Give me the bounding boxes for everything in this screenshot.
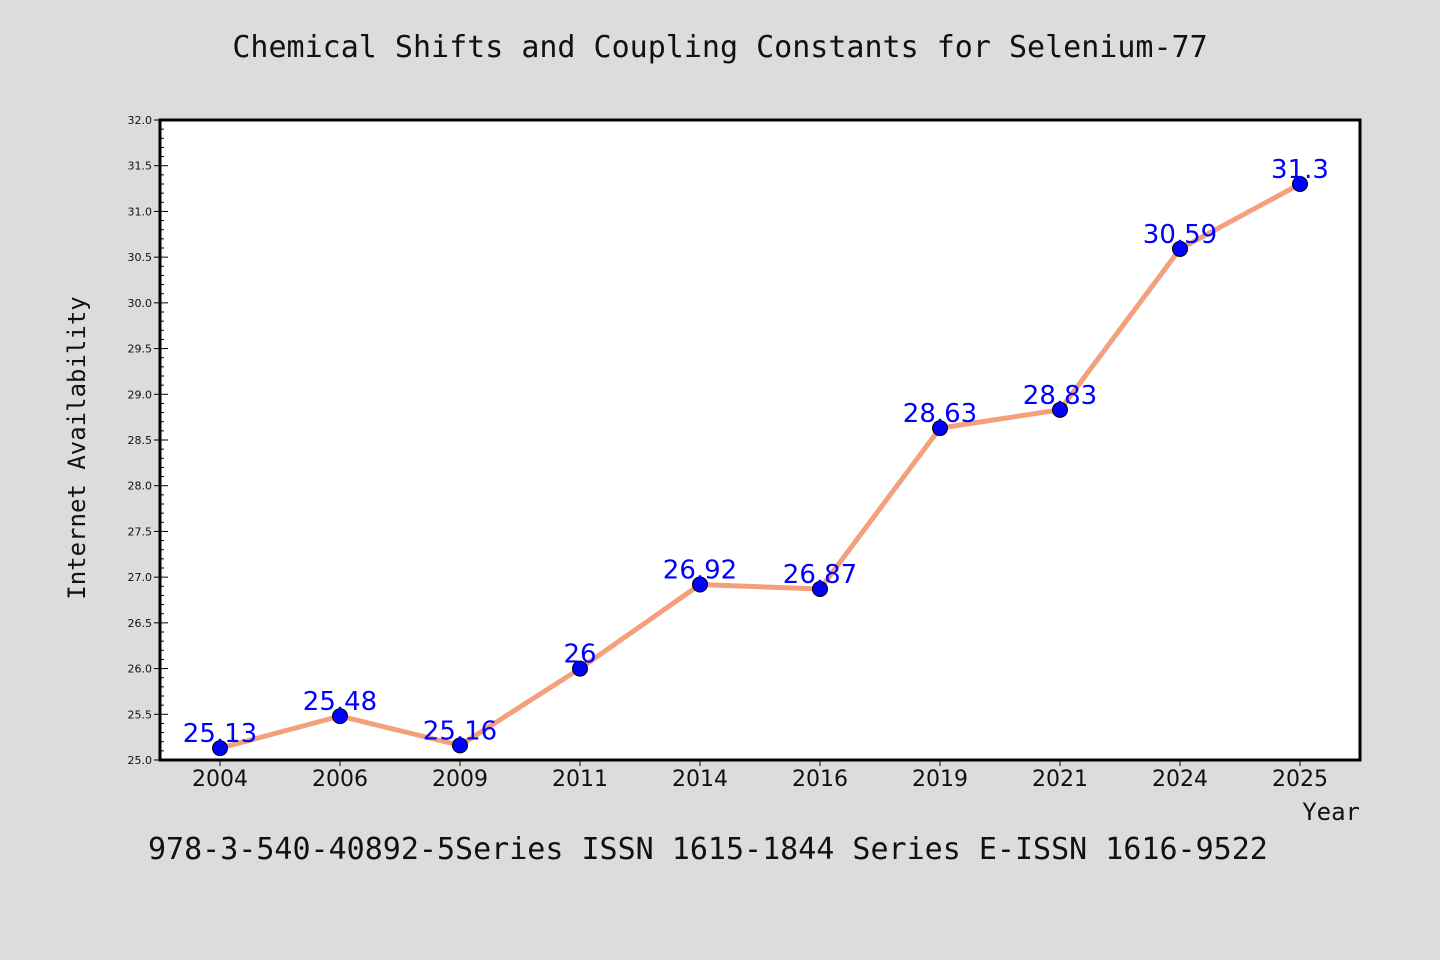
data-label: 28.83 — [1023, 381, 1097, 411]
data-labels: 25.13 25.48 25.16 26 26.92 26.87 28.63 28.83 30.… — [183, 155, 1329, 749]
x-tick-label: 2009 — [432, 767, 488, 792]
data-point — [1292, 176, 1308, 192]
data-label: 26 — [563, 640, 596, 670]
y-tick-label: 31.0 — [128, 205, 153, 218]
data-point — [932, 420, 948, 437]
plot-area — [160, 120, 1360, 760]
x-tick-label: 2004 — [192, 767, 248, 792]
series-line — [217, 181, 1303, 751]
x-tick-label: 2021 — [1032, 767, 1088, 792]
y-tick-label: 27.5 — [128, 525, 153, 538]
data-label: 26.92 — [663, 555, 737, 585]
data-label: 25.48 — [303, 687, 377, 717]
data-label: 25.13 — [183, 719, 257, 749]
x-tick-label: 2025 — [1272, 767, 1328, 792]
x-axis: 2004 2006 2009 2011 2014 2016 2019 2021 2024 2025 — [192, 760, 1328, 792]
y-tick-label: 26.0 — [128, 663, 153, 676]
data-point — [1172, 240, 1188, 257]
data-point — [332, 708, 348, 725]
data-point — [212, 740, 228, 757]
y-tick-label: 30.5 — [128, 251, 153, 264]
footer-isbn-issn: 978-3-540-40892-5Series ISSN 1615-1844 S… — [148, 832, 1268, 867]
x-tick-label: 2024 — [1152, 767, 1208, 792]
x-tick-label: 2019 — [912, 767, 968, 792]
data-point — [452, 737, 468, 754]
data-label: 25.16 — [423, 716, 497, 746]
x-tick-label: 2011 — [552, 767, 608, 792]
x-tick-label: 2014 — [672, 767, 728, 792]
y-axis-label: Internet Availability — [63, 296, 91, 599]
data-point — [1052, 401, 1068, 418]
y-tick-label: 27.0 — [128, 571, 153, 584]
data-label: 31.3 — [1271, 155, 1329, 185]
y-tick-label: 28.0 — [128, 480, 153, 493]
x-axis-label: Year — [1302, 798, 1360, 826]
y-tick-label: 31.5 — [128, 160, 153, 173]
data-point — [572, 660, 588, 677]
data-point — [812, 581, 828, 598]
plot-frame — [158, 118, 1362, 762]
y-axis: 25.0 25.5 26.0 26.5 27.0 27.5 28.0 28.5 29.0 29.5… — [128, 114, 168, 767]
y-tick-label: 29.5 — [128, 343, 153, 356]
y-tick-label: 25.0 — [128, 754, 153, 767]
data-point — [692, 576, 708, 593]
data-label: 30.59 — [1143, 220, 1217, 250]
series-markers — [212, 176, 1308, 757]
data-label: 28.63 — [903, 399, 977, 429]
y-tick-label: 29.0 — [128, 388, 153, 401]
data-label: 26.87 — [783, 560, 857, 590]
y-tick-label: 30.0 — [128, 297, 153, 310]
y-tick-label: 32.0 — [128, 114, 153, 127]
x-tick-label: 2006 — [312, 767, 368, 792]
x-tick-label: 2016 — [792, 767, 848, 792]
y-tick-label: 28.5 — [128, 434, 153, 447]
y-tick-label: 26.5 — [128, 617, 153, 630]
chart-title: Chemical Shifts and Coupling Constants f… — [232, 30, 1208, 65]
y-tick-label: 25.5 — [128, 708, 153, 721]
